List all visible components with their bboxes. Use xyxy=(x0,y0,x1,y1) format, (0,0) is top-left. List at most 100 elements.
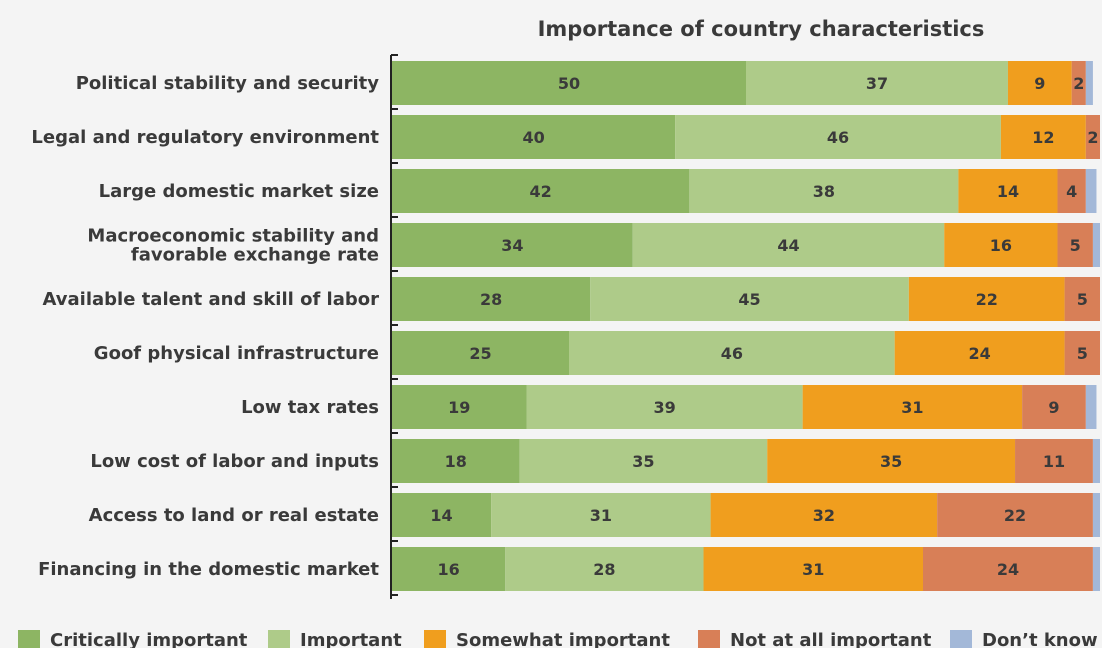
legend-label: Somewhat important xyxy=(456,630,670,648)
bar-segment xyxy=(392,547,506,591)
bar-segment xyxy=(491,493,711,537)
data-label: 11 xyxy=(1043,452,1065,471)
category-label: Political stability and security xyxy=(76,73,380,94)
data-label: 16 xyxy=(990,236,1012,255)
legend-label: Don’t know xyxy=(982,630,1098,648)
bar-segment xyxy=(392,439,520,483)
bar-segment xyxy=(1092,493,1100,537)
bar-segment xyxy=(908,277,1065,321)
bar-segment xyxy=(1057,169,1086,213)
data-label: 19 xyxy=(448,398,470,417)
data-label: 18 xyxy=(445,452,467,471)
data-label: 37 xyxy=(866,74,888,93)
category-label: Financing in the domestic market xyxy=(38,559,379,580)
data-label: 28 xyxy=(480,290,502,309)
category-label: Macroeconomic stability and xyxy=(87,226,379,247)
bar-segment xyxy=(632,223,945,267)
bar-segment xyxy=(392,277,591,321)
category-label: favorable exchange rate xyxy=(131,245,379,266)
category-label: Goof physical infrastructure xyxy=(94,343,379,364)
bar-segment xyxy=(1007,61,1072,105)
data-label: 14 xyxy=(430,506,452,525)
bar-segment xyxy=(1022,385,1086,429)
data-label: 44 xyxy=(777,236,799,255)
legend-item: Critically important xyxy=(18,630,248,648)
data-label: 35 xyxy=(880,452,902,471)
bar-segment xyxy=(590,277,909,321)
bar-segment xyxy=(505,547,704,591)
legend-item: Don’t know xyxy=(950,630,1098,648)
legend-label: Critically important xyxy=(50,630,248,648)
data-label: 31 xyxy=(802,560,824,579)
data-label: 46 xyxy=(721,344,743,363)
bar-segment xyxy=(1071,61,1086,105)
bar-segment xyxy=(923,547,1093,591)
bar-segment xyxy=(1015,439,1093,483)
data-label: 39 xyxy=(653,398,675,417)
bar-segment xyxy=(392,385,527,429)
legend-swatch xyxy=(268,630,290,648)
legend-item: Not at all important xyxy=(698,630,932,648)
bar-segment xyxy=(519,439,768,483)
data-label: 16 xyxy=(438,560,460,579)
bar-segment xyxy=(392,61,746,105)
legend-swatch xyxy=(950,630,972,648)
data-label: 40 xyxy=(522,128,544,147)
legend-item: Important xyxy=(268,630,402,648)
category-axis xyxy=(390,54,398,599)
category-label: Access to land or real estate xyxy=(89,505,379,526)
bar-segment xyxy=(392,223,633,267)
bar-segment xyxy=(569,331,895,375)
data-label: 2 xyxy=(1073,74,1084,93)
legend-label: Not at all important xyxy=(730,630,932,648)
legend-swatch xyxy=(698,630,720,648)
legend-swatch xyxy=(424,630,446,648)
legend: Critically important Important Somewhat im… xyxy=(18,630,1098,648)
data-label: 24 xyxy=(969,344,991,363)
data-label: 50 xyxy=(558,74,580,93)
legend-item: Somewhat important xyxy=(424,630,670,648)
bar-segment xyxy=(1085,115,1100,159)
data-label: 45 xyxy=(738,290,760,309)
category-label: Legal and regulatory environment xyxy=(31,127,379,148)
bar-segment xyxy=(746,61,1008,105)
bar-segment xyxy=(392,331,569,375)
bar-segment xyxy=(1092,439,1100,483)
data-label: 24 xyxy=(997,560,1019,579)
legend-label: Important xyxy=(300,630,402,648)
bar-segment xyxy=(1092,547,1100,591)
bar-segment xyxy=(1085,385,1097,429)
data-label: 46 xyxy=(827,128,849,147)
bar-segment xyxy=(526,385,803,429)
data-label: 9 xyxy=(1034,74,1045,93)
data-label: 42 xyxy=(530,182,552,201)
bar-segment xyxy=(1085,169,1097,213)
data-label: 38 xyxy=(813,182,835,201)
data-label: 34 xyxy=(501,236,523,255)
bar-segment xyxy=(894,331,1065,375)
data-label: 31 xyxy=(590,506,612,525)
bar-segment xyxy=(1085,61,1093,105)
data-label: 35 xyxy=(632,452,654,471)
bar-segment xyxy=(767,439,1016,483)
data-label: 25 xyxy=(469,344,491,363)
bar-segment xyxy=(1000,115,1086,159)
bar-segment xyxy=(1092,223,1100,267)
data-label: 28 xyxy=(593,560,615,579)
bar-segment xyxy=(392,493,492,537)
data-label: 12 xyxy=(1032,128,1054,147)
category-label: Low tax rates xyxy=(241,397,379,418)
data-label: 31 xyxy=(901,398,923,417)
data-label: 5 xyxy=(1070,236,1081,255)
bar-segment xyxy=(958,169,1058,213)
bar-segment xyxy=(1057,223,1093,267)
bar-segment xyxy=(802,385,1023,429)
bar-segment xyxy=(1064,331,1100,375)
bar-segment xyxy=(710,493,938,537)
data-label: 4 xyxy=(1066,182,1077,201)
legend-swatch xyxy=(18,630,40,648)
data-label: 5 xyxy=(1077,344,1088,363)
bar-segment xyxy=(1064,277,1100,321)
bar-segment xyxy=(392,115,676,159)
